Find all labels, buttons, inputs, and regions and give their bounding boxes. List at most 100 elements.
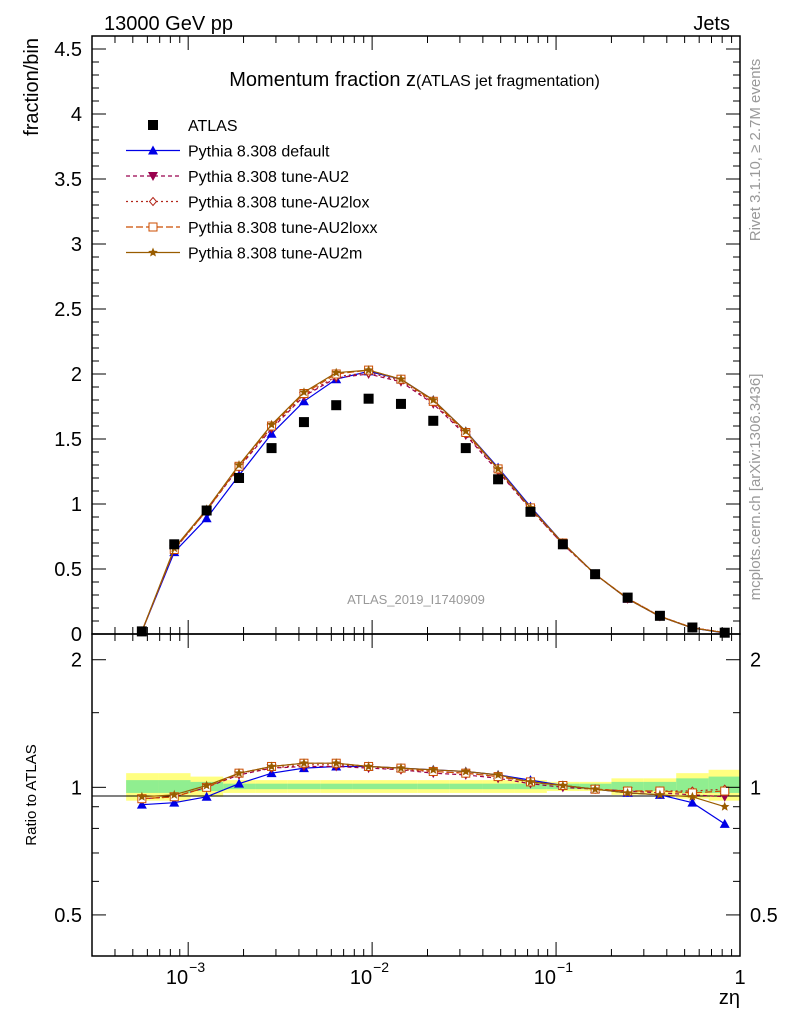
ratio-band-inner: [449, 783, 483, 790]
main-title: Momentum fraction z: [229, 69, 416, 91]
ratio-point-default: [687, 797, 698, 807]
legend: ATLAS Pythia 8.308 default Pythia 8.308 tu…: [126, 118, 377, 263]
main-point-au2m: [363, 365, 374, 375]
ratio-point-au2m: [720, 801, 730, 811]
legend-entry-au2m: Pythia 8.308 tune-AU2m: [126, 246, 362, 263]
main-point-atlas: [298, 417, 309, 428]
legend-entry-au2lox: Pythia 8.308 tune-AU2lox: [126, 195, 369, 212]
legend-entry-au2loxx: Pythia 8.308 tune-AU2loxx: [126, 220, 377, 237]
main-point-atlas: [201, 505, 212, 516]
ratio-point-default: [234, 778, 245, 788]
main-panel: 0 0.5 1 1.5 2 2.5 3 3.5 4 4.5 Momentum fraction z…: [21, 35, 741, 646]
ratio-point-au2m: [169, 789, 179, 799]
main-ytick-label: 4.5: [54, 39, 82, 61]
ratio-ytick-label-right: 2: [750, 650, 761, 672]
main-ytick-label: 1.5: [54, 429, 82, 451]
ratio-band-inner: [287, 783, 321, 790]
ratio-band-inner: [352, 783, 386, 790]
main-y-axis-label: fraction/bin: [21, 38, 43, 136]
main-point-au2m: [461, 426, 471, 436]
main-series-group: [136, 365, 730, 638]
ratio-point-default: [169, 797, 180, 807]
main-point-au2m: [396, 374, 406, 384]
ratio-point-au2m: [461, 766, 471, 776]
ratio-series-au2m: [137, 758, 730, 811]
main-point-atlas: [687, 622, 698, 633]
ratio-point-au2m: [201, 780, 212, 790]
main-point-atlas: [169, 539, 180, 550]
ratio-band-inner: [158, 780, 191, 793]
legend-entry-default: Pythia 8.308 default: [126, 144, 330, 161]
main-point-au2m: [234, 460, 244, 469]
legend-label-au2m: Pythia 8.308 tune-AU2m: [188, 246, 362, 263]
ratio-point-au2m: [137, 791, 147, 801]
main-ytick-label: 4: [71, 104, 82, 126]
ratio-ytick-label-left: 0.5: [54, 905, 82, 927]
ratio-y-axis-label: Ratio to ATLAS: [23, 744, 40, 845]
ratio-frame: [91, 633, 741, 957]
main-point-atlas: [590, 569, 601, 580]
ratio-ytick-label-right: 1: [750, 777, 761, 799]
x-axis-label: zη: [719, 987, 740, 1009]
main-point-au2m: [299, 387, 309, 397]
ratio-ytick-label-left: 2: [71, 650, 82, 672]
main-ytick-label: 2.5: [54, 299, 82, 321]
main-axis-ticks: 0 0.5 1 1.5 2 2.5 3 3.5 4 4.5: [54, 36, 741, 646]
ratio-point-au2m: [363, 761, 374, 771]
main-point-au2m: [428, 395, 438, 404]
main-ytick-label: 0.5: [54, 559, 82, 581]
legend-marker-au2loxx: [148, 222, 158, 232]
ratio-point-au2m: [266, 761, 277, 771]
ratio-point-default: [719, 818, 730, 828]
main-point-atlas: [363, 393, 374, 404]
main-point-atlas: [525, 506, 536, 517]
main-point-atlas: [557, 539, 568, 550]
header-process: Jets: [693, 13, 730, 35]
main-point-atlas: [136, 626, 147, 637]
x-tick-label: 10: [534, 967, 556, 989]
ratio-point-au2m: [299, 758, 309, 768]
ratio-band-inner: [676, 778, 709, 793]
ratio-point-au2m: [525, 776, 536, 786]
main-point-atlas: [331, 400, 342, 411]
x-tick-label: 1: [734, 967, 745, 989]
ratio-ytick-label-left: 1: [71, 777, 82, 799]
legend-label-default: Pythia 8.308 default: [188, 144, 330, 161]
ratio-point-au2loxx: [720, 786, 730, 796]
x-tick-exponent: −3: [189, 959, 205, 975]
ratio-point-au2m: [331, 758, 341, 768]
header-collision-energy: 13000 GeV pp: [104, 13, 233, 35]
main-point-default: [201, 513, 212, 523]
main-point-atlas: [493, 474, 504, 485]
ratio-band-inner: [126, 780, 159, 793]
ratio-band-inner: [708, 776, 740, 793]
legend-label-au2lox: Pythia 8.308 tune-AU2lox: [188, 195, 369, 212]
main-ytick-label: 3: [71, 234, 82, 256]
main-point-au2m: [493, 463, 503, 473]
x-tick-exponent: −1: [557, 959, 573, 975]
x-tick-label: 10: [166, 967, 188, 989]
ratio-ytick-label-right: 0.5: [750, 905, 778, 927]
main-ytick-label: 0: [71, 624, 82, 646]
main-point-atlas: [395, 398, 406, 409]
main-point-atlas: [234, 473, 245, 483]
side-mcplots-label: mcplots.cern.ch [arXiv:1306.3436]: [747, 374, 764, 601]
main-subtitle: (ATLAS jet fragmentation): [416, 73, 600, 90]
legend-label-atlas: ATLAS: [188, 118, 238, 135]
ratio-point-au2m: [622, 787, 633, 797]
ratio-panel: 0.5 0.51 12 210 −3 10 −2 10 −1 1 Ratio to ATLAS z…: [23, 633, 778, 1009]
ratio-band-inner: [255, 783, 288, 790]
main-point-au2m: [331, 367, 341, 377]
legend-marker-atlas: [148, 120, 158, 130]
ratio-point-default: [201, 791, 212, 801]
legend-label-au2loxx: Pythia 8.308 tune-AU2loxx: [188, 220, 377, 237]
ratio-band-inner: [417, 783, 450, 790]
legend-entry-atlas: ATLAS: [148, 118, 238, 135]
legend-marker-au2m: [148, 247, 158, 257]
analysis-tag: ATLAS_2019_I1740909: [347, 592, 485, 607]
ratio-point-au2m: [493, 769, 503, 779]
side-rivet-label: Rivet 3.1.10, ≥ 2.7M events: [747, 59, 764, 242]
ratio-band-inner: [385, 783, 418, 790]
main-point-atlas: [266, 443, 277, 454]
